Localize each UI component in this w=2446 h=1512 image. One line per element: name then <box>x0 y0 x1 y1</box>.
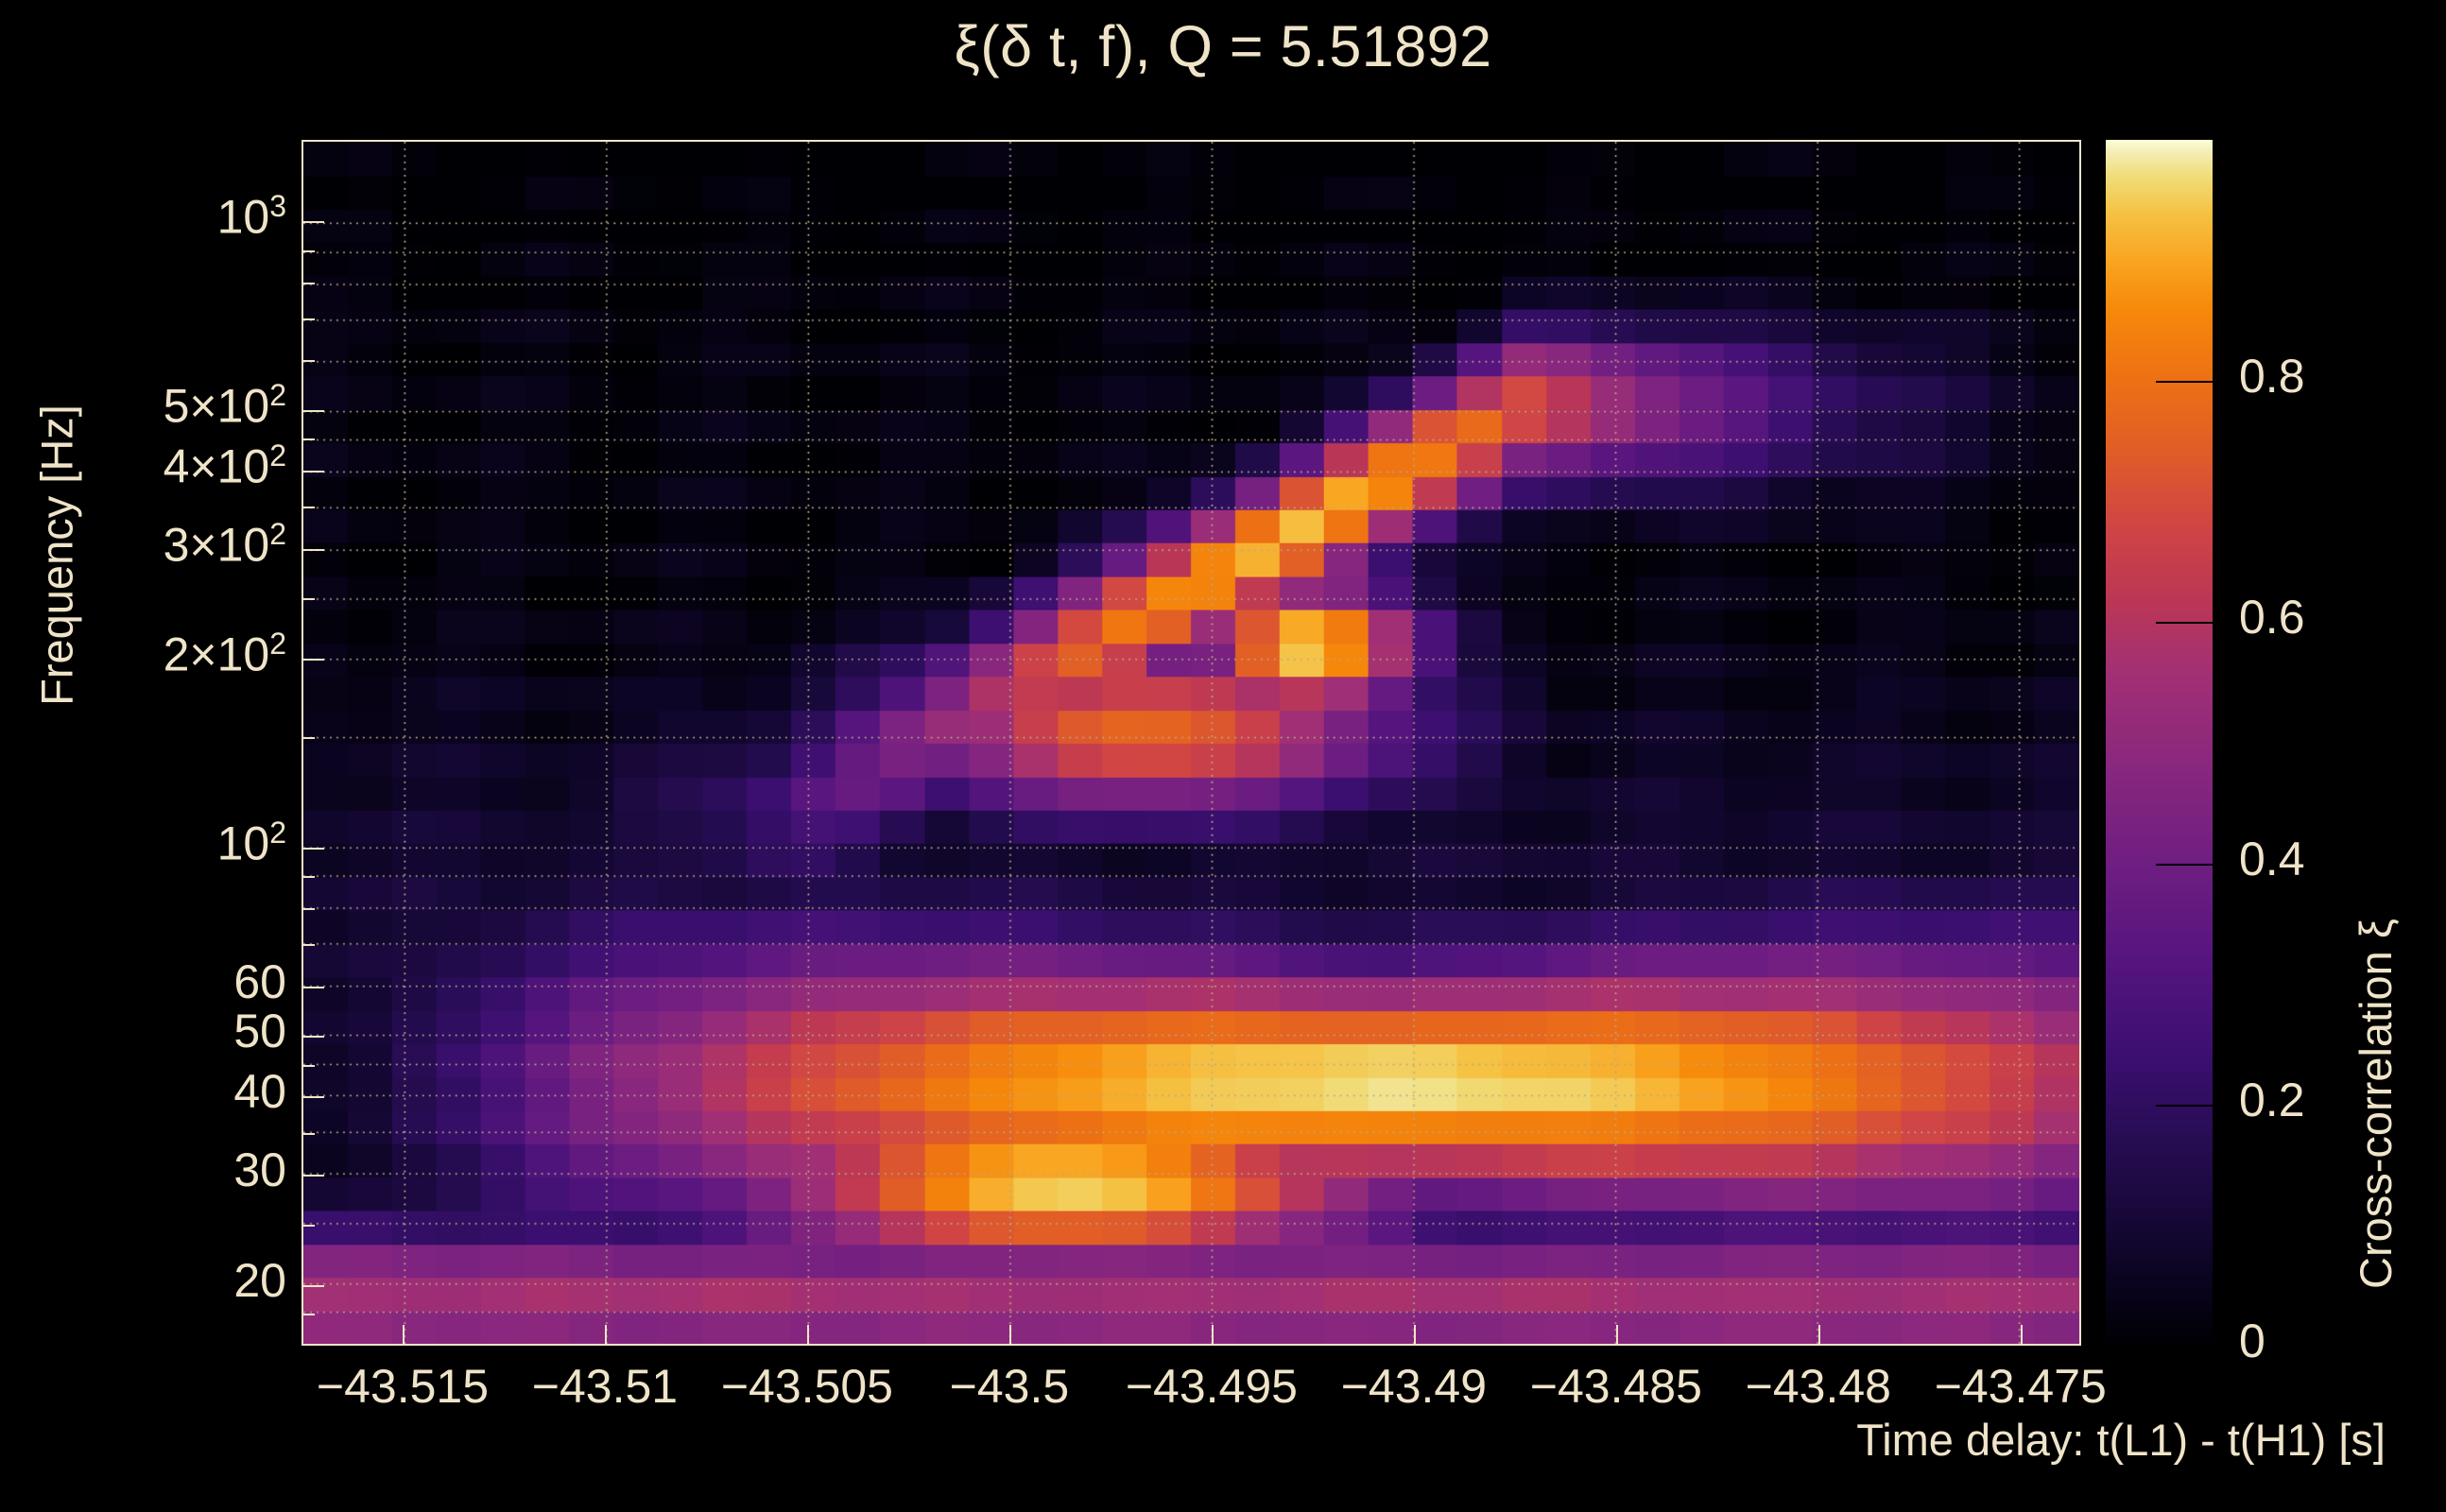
y-tick-mark <box>303 659 324 661</box>
x-tick-mark <box>807 1325 809 1346</box>
y-tick-mark <box>303 1096 324 1098</box>
y-tick-mark <box>303 987 324 988</box>
plot-area <box>301 140 2081 1346</box>
x-tick-label: −43.475 <box>1934 1360 2107 1413</box>
y-tick-mark <box>303 1175 324 1177</box>
y-tick-label: 30 <box>233 1143 286 1197</box>
y-tick-label: 20 <box>233 1253 286 1307</box>
y-minor-tick-mark <box>303 360 315 362</box>
y-tick-label: 4×102 <box>163 438 286 493</box>
y-tick-label: 102 <box>216 815 286 870</box>
x-tick-label: −43.495 <box>1125 1360 1298 1413</box>
y-tick-mark <box>303 1036 324 1038</box>
chart-title: ξ(δ t, f), Q = 5.51892 <box>954 14 1492 78</box>
x-tick-label: −43.515 <box>316 1360 490 1413</box>
x-tick-label: −43.485 <box>1529 1360 1702 1413</box>
y-minor-tick-mark <box>303 944 315 946</box>
y-tick-mark <box>303 410 324 412</box>
colorbar-tick-label: 0 <box>2239 1314 2265 1367</box>
x-tick-mark <box>2021 1325 2023 1346</box>
y-minor-tick-mark <box>303 876 315 878</box>
y-tick-label: 3×102 <box>163 516 286 572</box>
y-minor-tick-mark <box>303 737 315 739</box>
colorbar-tick-mark <box>2156 1105 2213 1107</box>
y-axis-title: Frequency [Hz] <box>31 404 82 706</box>
y-minor-tick-mark <box>303 507 315 508</box>
x-tick-mark <box>605 1325 607 1346</box>
y-tick-mark <box>303 471 324 472</box>
y-tick-label: 5×102 <box>163 377 286 433</box>
x-tick-label: −43.49 <box>1340 1360 1488 1413</box>
x-tick-label: −43.505 <box>720 1360 893 1413</box>
x-tick-label: −43.5 <box>949 1360 1070 1413</box>
y-minor-tick-mark <box>303 1314 315 1315</box>
y-tick-mark <box>303 549 324 551</box>
colorbar-tick-label: 0.8 <box>2239 350 2305 404</box>
y-tick-label: 60 <box>233 954 286 1008</box>
x-tick-mark <box>1818 1325 1820 1346</box>
y-tick-label: 40 <box>233 1065 286 1119</box>
colorbar-tick-mark <box>2156 381 2213 383</box>
colorbar-tick-mark <box>2156 864 2213 866</box>
x-tick-mark <box>1616 1325 1618 1346</box>
x-tick-label: −43.51 <box>531 1360 679 1413</box>
x-tick-label: −43.48 <box>1745 1360 1891 1413</box>
y-minor-tick-mark <box>303 318 315 320</box>
y-minor-tick-mark <box>303 438 315 440</box>
y-minor-tick-mark <box>303 250 315 252</box>
colorbar-gradient <box>2106 140 2213 1346</box>
y-minor-tick-mark <box>303 908 315 910</box>
y-tick-label: 2×102 <box>163 627 286 682</box>
y-minor-tick-mark <box>303 1225 315 1227</box>
colorbar-title: Cross-correlation ξ <box>2351 919 2401 1289</box>
y-minor-tick-mark <box>303 1133 315 1135</box>
colorbar-tick-label: 0.2 <box>2239 1073 2305 1126</box>
x-axis-title: Time delay: t(L1) - t(H1) [s] <box>1856 1415 2386 1465</box>
colorbar-tick-label: 0.4 <box>2239 832 2305 885</box>
x-tick-mark <box>1414 1325 1416 1346</box>
y-tick-mark <box>303 221 324 223</box>
colorbar <box>2106 140 2213 1346</box>
x-tick-mark <box>403 1325 405 1346</box>
y-minor-tick-mark <box>303 598 315 600</box>
y-minor-tick-mark <box>303 1065 315 1067</box>
colorbar-tick-label: 0.6 <box>2239 591 2305 644</box>
y-tick-label: 50 <box>233 1005 286 1058</box>
x-tick-mark <box>1212 1325 1214 1346</box>
heatmap-image <box>303 142 2079 1344</box>
y-tick-label: 103 <box>216 189 286 244</box>
y-tick-mark <box>303 848 324 850</box>
x-tick-mark <box>1009 1325 1011 1346</box>
colorbar-tick-mark <box>2156 622 2213 624</box>
y-minor-tick-mark <box>303 283 315 284</box>
y-tick-mark <box>303 1285 324 1287</box>
